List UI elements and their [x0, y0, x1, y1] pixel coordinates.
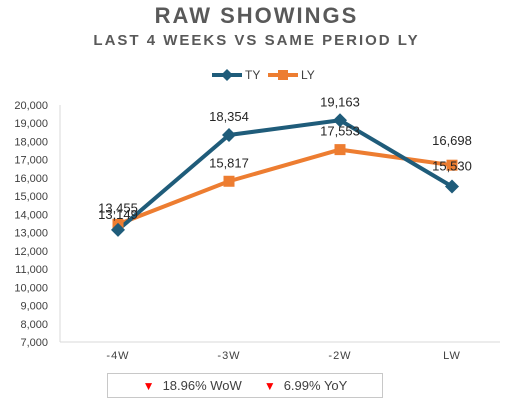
down-triangle-icon: ▼ — [263, 378, 276, 393]
series-line-ly — [117, 147, 453, 227]
y-tick-label: 17,000 — [14, 155, 48, 167]
change-summary-box: ▼ 18.96% WoW ▼ 6.99% YoY — [107, 373, 383, 398]
x-tick-label: -2W — [328, 350, 351, 362]
yoy-change: ▼ 6.99% YoY — [264, 378, 348, 393]
data-point-ly — [334, 144, 346, 156]
y-tick-label: 13,000 — [14, 228, 48, 240]
data-label-ly: 13,455 — [98, 200, 138, 215]
legend-marker-ly — [278, 70, 288, 80]
x-tick-label: -4W — [106, 350, 129, 362]
y-tick-label: 14,000 — [14, 209, 48, 221]
legend-label-ty: TY — [245, 68, 260, 82]
data-point-ty — [222, 128, 236, 143]
y-tick-label: 10,000 — [14, 282, 48, 294]
data-label-ly: 15,817 — [209, 155, 249, 170]
y-tick-label: 16,000 — [14, 173, 48, 185]
y-tick-label: 19,000 — [14, 118, 48, 130]
legend-label-ly: LY — [301, 68, 315, 82]
wow-text: 18.96% WoW — [162, 378, 242, 393]
data-point-ly — [446, 159, 458, 171]
y-tick-label: 20,000 — [14, 100, 48, 112]
legend-marker-ty — [221, 69, 233, 81]
y-tick-label: 12,000 — [14, 246, 48, 258]
y-tick-label: 9,000 — [20, 301, 48, 313]
data-label-ty: 19,163 — [320, 94, 360, 109]
data-label-ty: 18,354 — [209, 109, 249, 124]
series-line-ty — [116, 118, 454, 232]
data-point-ty — [111, 222, 125, 237]
chart-title: RAW SHOWINGS — [154, 3, 359, 28]
y-tick-label: 7,000 — [20, 337, 48, 349]
data-point-ly — [223, 175, 235, 187]
wow-change: ▼ 18.96% WoW — [143, 378, 242, 393]
y-tick-label: 15,000 — [14, 191, 48, 203]
y-tick-label: 8,000 — [20, 319, 48, 331]
data-label-ly: 16,698 — [432, 133, 472, 148]
down-triangle-icon: ▼ — [142, 378, 155, 393]
x-tick-label: -3W — [217, 350, 240, 362]
data-label-ty: 15,530 — [432, 158, 472, 173]
data-point-ty — [333, 113, 347, 128]
y-tick-label: 11,000 — [15, 264, 48, 276]
data-label-ly: 17,553 — [320, 124, 360, 139]
y-tick-label: 18,000 — [14, 136, 48, 148]
chart-subtitle: LAST 4 WEEKS VS SAME PERIOD LY — [93, 32, 420, 49]
yoy-text: 6.99% YoY — [283, 378, 348, 393]
x-tick-label: LW — [443, 350, 461, 362]
data-point-ty — [445, 179, 459, 194]
data-label-ty: 13,149 — [98, 207, 138, 222]
